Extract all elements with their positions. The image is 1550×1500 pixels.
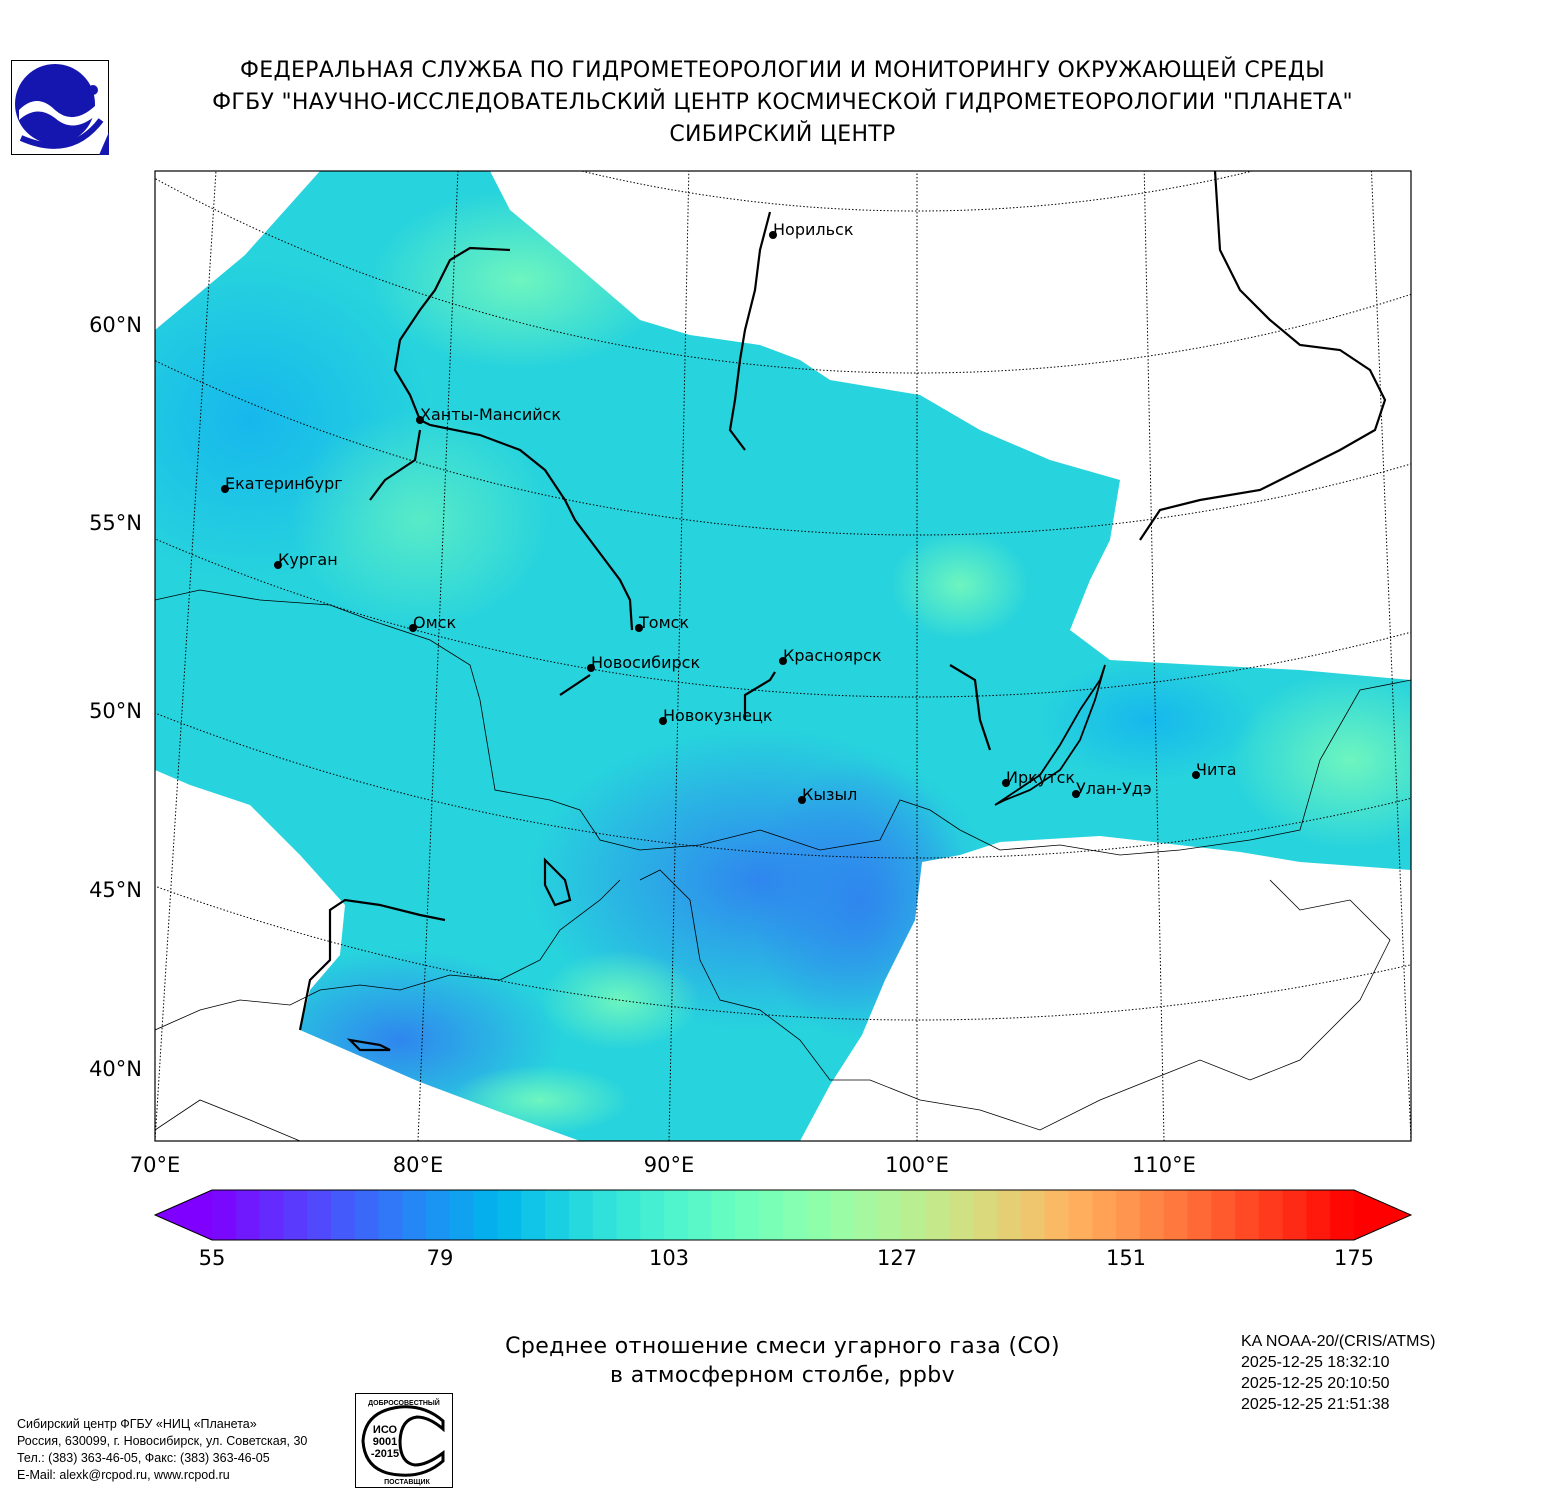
lon-label-100: 100°E (885, 1153, 949, 1177)
lat-label-45: 45°N (89, 878, 142, 902)
meridian-line (155, 171, 217, 1141)
map-title-line-1: Среднее отношение смеси угарного газа (C… (505, 1334, 1060, 1359)
lat-label-55: 55°N (89, 511, 142, 535)
lon-label-80: 80°E (392, 1153, 444, 1177)
borders (155, 589, 1411, 1141)
colorbar-tick-151: 151 (1105, 1246, 1147, 1270)
header-line-3: СИБИРСКИЙ ЦЕНТР (669, 122, 896, 147)
pass-time-3: 2025-12-25 21:51:38 (1241, 1396, 1390, 1413)
lat-label-60: 60°N (89, 313, 142, 337)
header-line-2: ФГБУ "НАУЧНО-ИССЛЕДОВАТЕЛЬСКИЙ ЦЕНТР КОС… (212, 90, 1353, 115)
meridian-line (1370, 171, 1411, 1141)
map-title-line-2: в атмосферном столбе, ppbv (610, 1363, 955, 1388)
header-line-1: ФЕДЕРАЛЬНАЯ СЛУЖБА ПО ГИДРОМЕТЕОРОЛОГИИ … (240, 58, 1325, 83)
colorbar-tick-79: 79 (426, 1246, 454, 1270)
meridian-line (668, 171, 690, 1141)
footer-address: Россия, 630099, г. Новосибирск, ул. Сове… (17, 1434, 308, 1448)
colorbar-tick-127: 127 (876, 1246, 918, 1270)
svg-text:9001: 9001 (373, 1436, 397, 1448)
svg-text:-2015: -2015 (371, 1448, 399, 1460)
graticule (155, 171, 1411, 1141)
pass-time-2: 2025-12-25 20:10:50 (1241, 1375, 1390, 1392)
map-frame (154, 170, 1412, 1142)
lat-label-40: 40°N (89, 1057, 142, 1081)
pass-time-1: 2025-12-25 18:32:10 (1241, 1354, 1390, 1371)
rivers-coastlines (298, 171, 1387, 1052)
meridian-line (417, 171, 459, 1141)
planeta-logo (11, 60, 109, 155)
meridian-line (1143, 171, 1165, 1141)
iso-9001-stamp: ДОБРОСОВЕСТНЫЙ ИСО 9001 -2015 ПОСТАВЩИК (355, 1393, 453, 1488)
colorbar-tick-175: 175 (1333, 1246, 1375, 1270)
lon-label-110: 110°E (1132, 1153, 1196, 1177)
satellite-instrument: KA NOAA-20/(CRIS/ATMS) (1241, 1333, 1436, 1350)
lon-label-70: 70°E (129, 1153, 181, 1177)
svg-text:ИСО: ИСО (373, 1424, 398, 1436)
lat-label-50: 50°N (89, 699, 142, 723)
footer-org: Сибирский центр ФГБУ «НИЦ «Планета» (17, 1417, 257, 1431)
parallel-line (580, 171, 1254, 212)
footer-phone: Тел.: (383) 363-46-05, Факс: (383) 363-4… (17, 1451, 270, 1465)
co-swath (155, 171, 1411, 1141)
colorbar-tick-103: 103 (648, 1246, 690, 1270)
lon-label-90: 90°E (643, 1153, 695, 1177)
svg-text:ПОСТАВЩИК: ПОСТАВЩИК (384, 1479, 430, 1486)
footer-email: E-Mail: alexk@rcpod.ru, www.rcpod.ru (17, 1468, 230, 1482)
svg-text:ДОБРОСОВЕСТНЫЙ: ДОБРОСОВЕСТНЫЙ (368, 1398, 440, 1407)
colorbar-tick-55: 55 (198, 1246, 226, 1270)
